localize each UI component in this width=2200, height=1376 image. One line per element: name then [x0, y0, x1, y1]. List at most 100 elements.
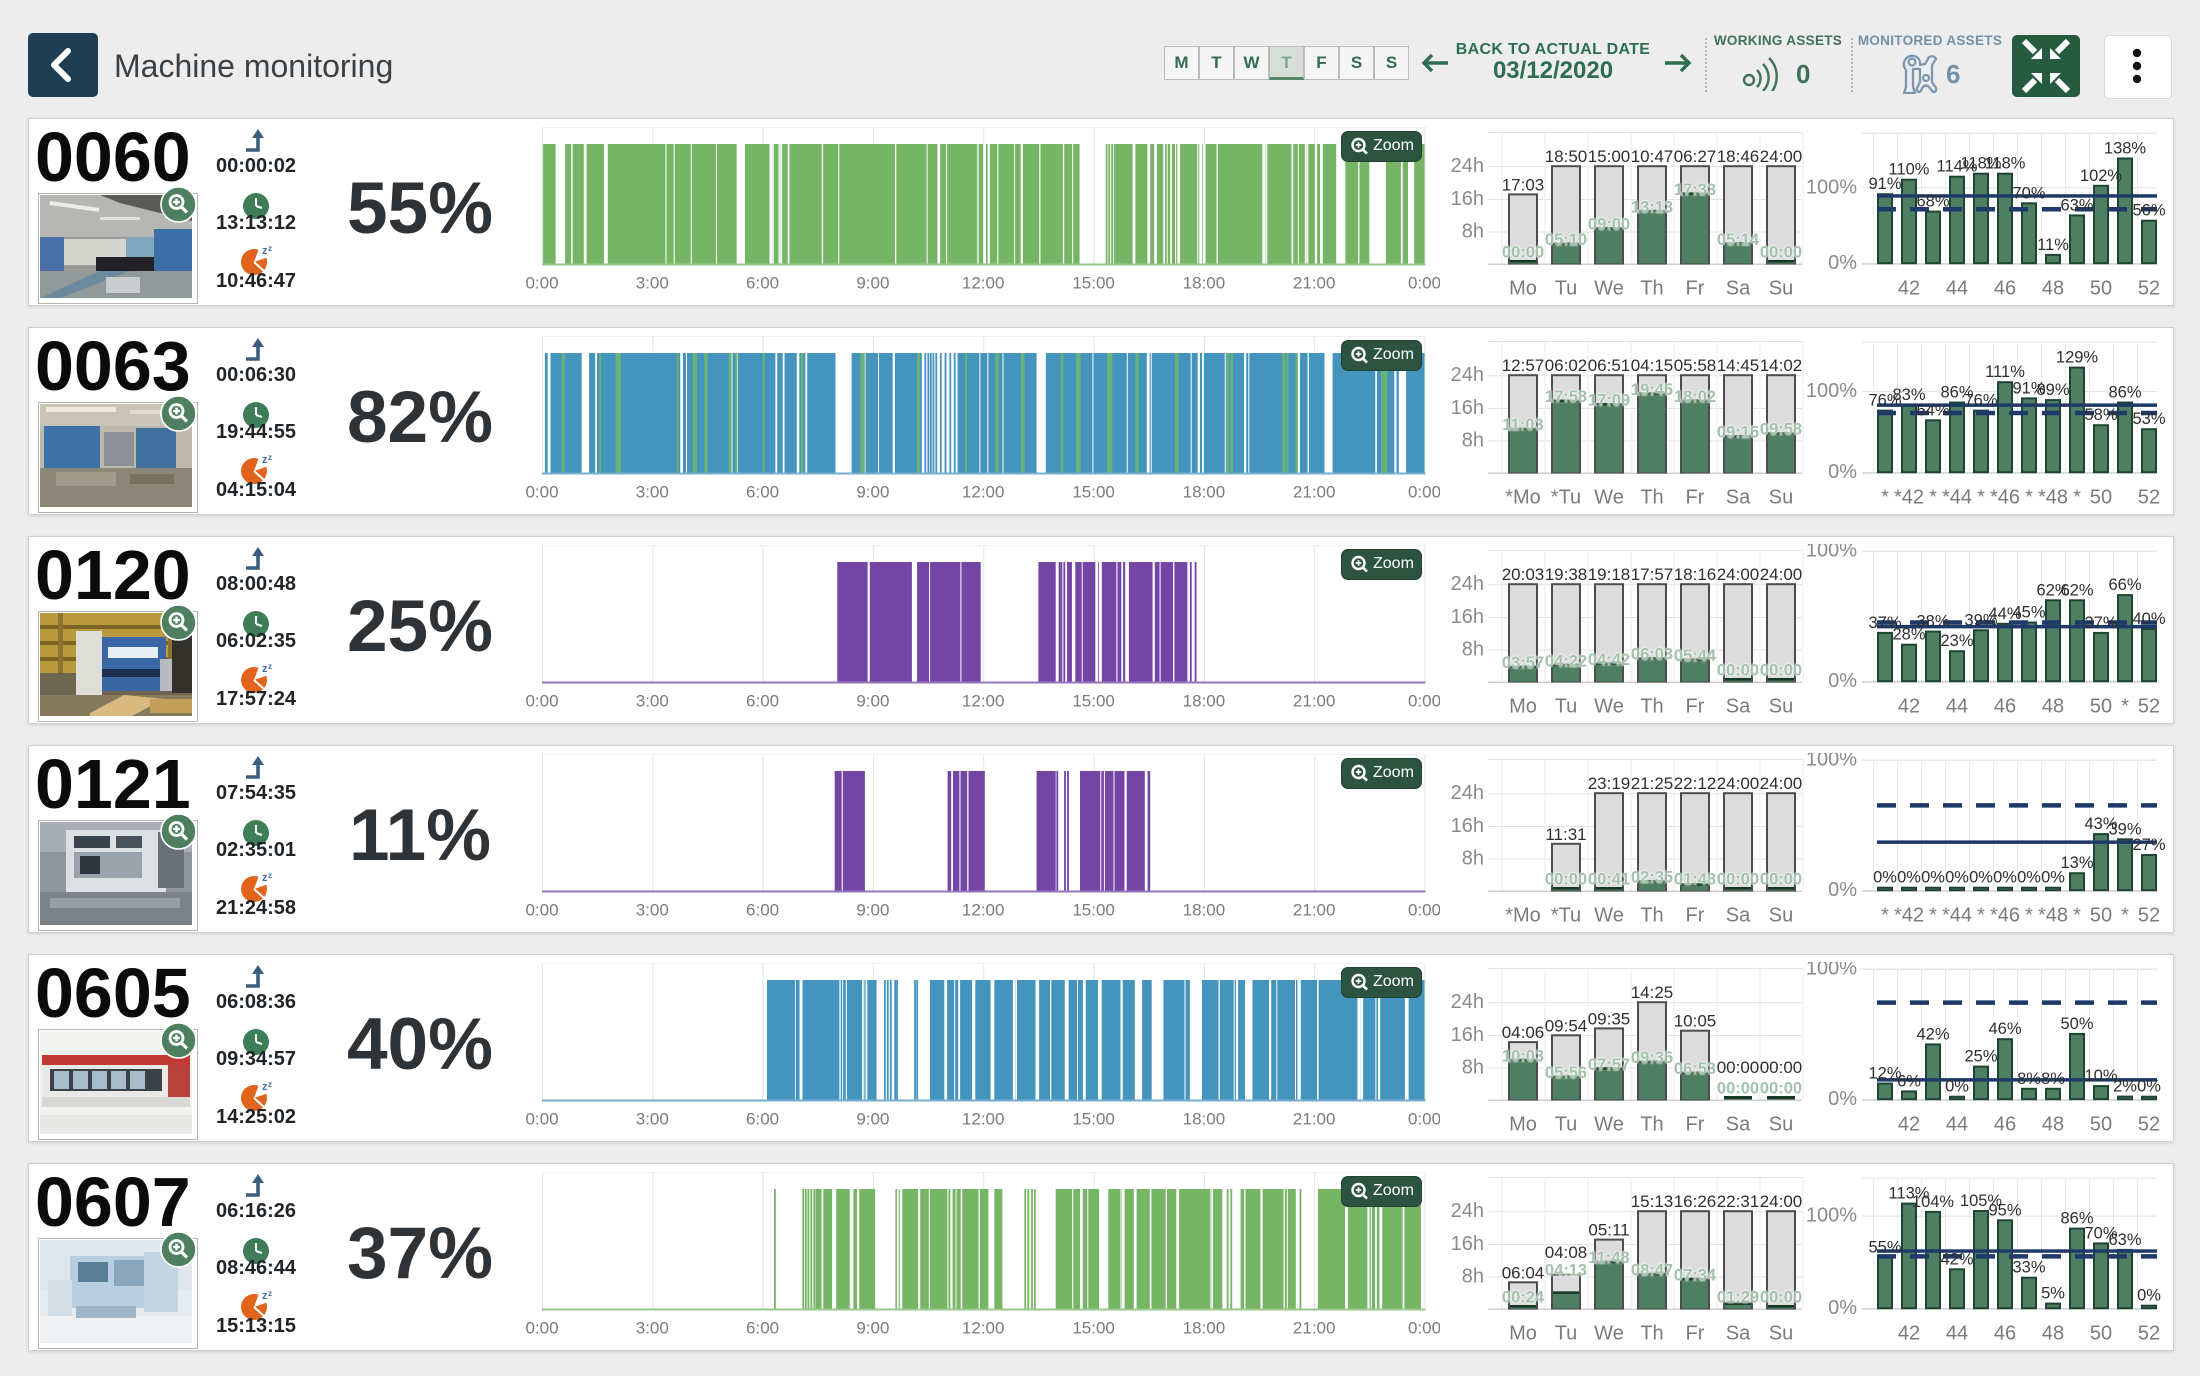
svg-text:Sa: Sa — [1726, 904, 1751, 926]
svg-text:17:09: 17:09 — [1588, 392, 1630, 410]
svg-text:11:03: 11:03 — [1502, 416, 1543, 434]
svg-text:15:00: 15:00 — [1072, 483, 1115, 502]
svg-text:10%: 10% — [2084, 1067, 2117, 1085]
svg-text:42%: 42% — [1940, 1250, 1973, 1268]
svg-text:Sa: Sa — [1726, 486, 1751, 508]
svg-text:24h: 24h — [1451, 364, 1484, 386]
svg-text:50: 50 — [2090, 277, 2112, 299]
svg-text:100%: 100% — [1806, 1205, 1857, 1227]
svg-text:50: 50 — [2090, 1322, 2112, 1344]
svg-text:100%: 100% — [1806, 544, 1857, 562]
svg-text:0:00: 0:00 — [1408, 1110, 1440, 1129]
svg-text:16h: 16h — [1451, 397, 1484, 419]
svg-text:00:24: 00:24 — [1502, 1289, 1545, 1307]
svg-text:*: * — [2121, 904, 2129, 926]
svg-text:21:00: 21:00 — [1293, 1319, 1336, 1338]
svg-text:z: z — [268, 1082, 272, 1089]
svg-text:00:00: 00:00 — [1760, 662, 1802, 680]
svg-text:18:46: 18:46 — [1717, 147, 1760, 166]
svg-text:Su: Su — [1769, 277, 1793, 299]
svg-text:09:54: 09:54 — [1545, 1016, 1588, 1035]
svg-text:24h: 24h — [1451, 991, 1484, 1013]
svg-text:z: z — [262, 246, 268, 257]
svg-text:24h: 24h — [1451, 1200, 1484, 1222]
svg-text:0%: 0% — [1969, 869, 1993, 887]
svg-text:Tu: Tu — [1555, 695, 1578, 717]
svg-text:24h: 24h — [1451, 782, 1484, 804]
svg-text:12:57: 12:57 — [1502, 356, 1545, 375]
svg-text:3:00: 3:00 — [636, 483, 669, 502]
svg-text:48: 48 — [2042, 277, 2064, 299]
svg-text:86%: 86% — [2060, 1210, 2093, 1228]
svg-text:17:03: 17:03 — [1502, 175, 1545, 194]
svg-text:42%: 42% — [1916, 1025, 1949, 1043]
svg-text:00:00: 00:00 — [1760, 1058, 1803, 1077]
svg-text:0%: 0% — [1828, 670, 1857, 692]
svg-text:50: 50 — [2090, 695, 2112, 717]
svg-text:48: 48 — [2042, 1113, 2064, 1135]
svg-text:06:02: 06:02 — [1545, 356, 1588, 375]
svg-text:0:00: 0:00 — [1408, 483, 1440, 502]
svg-text:6:00: 6:00 — [746, 901, 779, 920]
svg-text:0%: 0% — [1897, 869, 1921, 887]
svg-text:110%: 110% — [1889, 161, 1930, 179]
svg-text:*42: *42 — [1894, 486, 1924, 508]
svg-text:44%: 44% — [1988, 605, 2021, 623]
svg-text:0:00: 0:00 — [1408, 692, 1440, 711]
svg-text:Sa: Sa — [1726, 1113, 1751, 1135]
svg-text:9:00: 9:00 — [856, 1110, 889, 1129]
svg-text:6%: 6% — [1897, 1072, 1921, 1090]
svg-text:46: 46 — [1994, 1113, 2016, 1135]
svg-text:*: * — [1881, 904, 1889, 926]
svg-text:z: z — [262, 455, 268, 466]
svg-text:09:00: 09:00 — [1588, 216, 1630, 234]
svg-text:10:05: 10:05 — [1674, 1012, 1717, 1031]
svg-text:102%: 102% — [2080, 167, 2123, 185]
svg-text:6:00: 6:00 — [746, 274, 779, 293]
svg-text:43%: 43% — [2084, 815, 2117, 833]
svg-text:0%: 0% — [1993, 869, 2017, 887]
svg-text:0%: 0% — [1828, 1297, 1857, 1319]
svg-text:42: 42 — [1898, 695, 1920, 717]
svg-text:52: 52 — [2138, 277, 2160, 299]
svg-text:0:00: 0:00 — [1408, 274, 1440, 293]
svg-text:We: We — [1594, 1322, 1624, 1344]
svg-text:24h: 24h — [1451, 573, 1484, 595]
svg-text:9:00: 9:00 — [856, 692, 889, 711]
svg-text:27%: 27% — [2132, 836, 2165, 854]
svg-text:Th: Th — [1640, 1113, 1663, 1135]
svg-text:15:00: 15:00 — [1072, 1319, 1115, 1338]
svg-text:Fr: Fr — [1686, 1113, 1705, 1135]
svg-text:14:45: 14:45 — [1717, 356, 1760, 375]
svg-text:24:00: 24:00 — [1760, 565, 1803, 584]
svg-text:52: 52 — [2138, 904, 2160, 926]
svg-text:00:00: 00:00 — [1760, 871, 1802, 889]
svg-text:8h: 8h — [1462, 430, 1484, 452]
svg-text:18:16: 18:16 — [1674, 565, 1717, 584]
svg-text:Tu: Tu — [1555, 277, 1578, 299]
svg-text:18:00: 18:00 — [1183, 692, 1226, 711]
svg-text:0:00: 0:00 — [525, 901, 558, 920]
svg-text:37%: 37% — [2084, 614, 2117, 632]
svg-text:44: 44 — [1946, 277, 1968, 299]
svg-text:63%: 63% — [2060, 196, 2093, 214]
svg-text:15:00: 15:00 — [1072, 274, 1115, 293]
svg-text:0%: 0% — [1828, 461, 1857, 483]
svg-text:Th: Th — [1640, 486, 1663, 508]
svg-text:*: * — [2025, 904, 2033, 926]
svg-text:16h: 16h — [1451, 1233, 1484, 1255]
svg-text:Su: Su — [1769, 1322, 1793, 1344]
svg-text:52: 52 — [2138, 486, 2160, 508]
svg-text:100%: 100% — [1806, 380, 1857, 402]
svg-text:12:00: 12:00 — [962, 1319, 1005, 1338]
svg-text:*Tu: *Tu — [1551, 486, 1581, 508]
svg-text:44: 44 — [1946, 1322, 1968, 1344]
svg-text:We: We — [1594, 695, 1624, 717]
svg-text:33%: 33% — [2012, 1259, 2045, 1277]
svg-text:z: z — [262, 1291, 268, 1302]
svg-text:52: 52 — [2138, 1113, 2160, 1135]
svg-text:Fr: Fr — [1686, 486, 1705, 508]
svg-text:14:25: 14:25 — [1631, 983, 1674, 1002]
svg-text:9:00: 9:00 — [856, 483, 889, 502]
svg-text:16h: 16h — [1451, 188, 1484, 210]
